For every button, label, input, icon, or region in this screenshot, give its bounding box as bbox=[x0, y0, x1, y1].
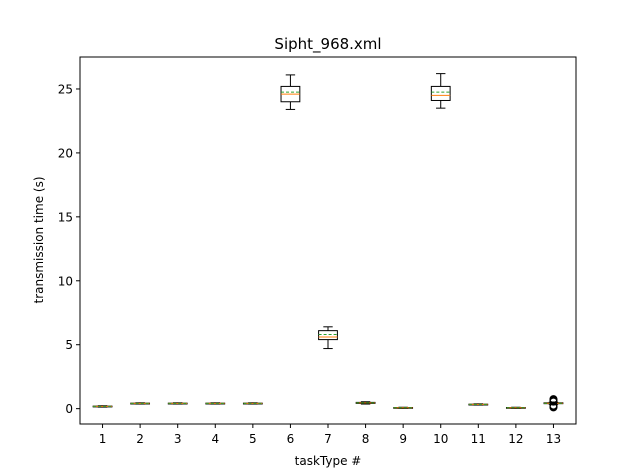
x-tick-label: 12 bbox=[508, 432, 523, 446]
y-axis-label: transmission time (s) bbox=[32, 176, 46, 303]
box-group-8 bbox=[355, 401, 376, 405]
box-group-1 bbox=[92, 405, 113, 408]
x-tick-label: 11 bbox=[471, 432, 486, 446]
x-axis-label: taskType # bbox=[295, 454, 362, 468]
x-tick-label: 13 bbox=[546, 432, 561, 446]
box-group-2 bbox=[130, 402, 151, 405]
box-group-4 bbox=[205, 402, 226, 405]
box-group-3 bbox=[167, 402, 188, 405]
box bbox=[318, 330, 338, 341]
x-axis: 1 2 3 4 5 6 7 8 9 10 11 12 13 bbox=[99, 424, 561, 446]
y-tick-label: 20 bbox=[58, 146, 73, 160]
box-group-10 bbox=[430, 73, 451, 109]
y-tick-label: 10 bbox=[58, 274, 73, 288]
box-group-11 bbox=[468, 403, 489, 406]
y-tick-label: 15 bbox=[58, 210, 73, 224]
box-group-9 bbox=[393, 406, 414, 409]
x-tick-label: 4 bbox=[211, 432, 219, 446]
x-tick-label: 2 bbox=[136, 432, 144, 446]
box-group-5 bbox=[242, 402, 263, 405]
y-tick-label: 0 bbox=[65, 402, 73, 416]
box-group-12 bbox=[505, 406, 526, 409]
chart-title: Sipht_968.xml bbox=[274, 35, 381, 54]
y-axis: 0 5 10 15 20 25 bbox=[58, 82, 80, 416]
x-tick-label: 10 bbox=[433, 432, 448, 446]
box-group-7 bbox=[318, 326, 338, 350]
y-tick-label: 5 bbox=[65, 338, 73, 352]
x-tick-label: 8 bbox=[362, 432, 370, 446]
outlier-point bbox=[549, 395, 558, 404]
x-tick-label: 1 bbox=[99, 432, 107, 446]
outlier-point bbox=[549, 401, 558, 410]
plot-area bbox=[92, 73, 564, 412]
y-tick-label: 25 bbox=[58, 82, 73, 96]
x-tick-label: 3 bbox=[174, 432, 182, 446]
x-tick-label: 9 bbox=[399, 432, 407, 446]
box bbox=[430, 85, 451, 101]
x-tick-label: 7 bbox=[324, 432, 332, 446]
box-group-6 bbox=[280, 74, 301, 110]
box-group-13 bbox=[543, 395, 564, 412]
x-tick-label: 5 bbox=[249, 432, 257, 446]
x-tick-label: 6 bbox=[287, 432, 295, 446]
